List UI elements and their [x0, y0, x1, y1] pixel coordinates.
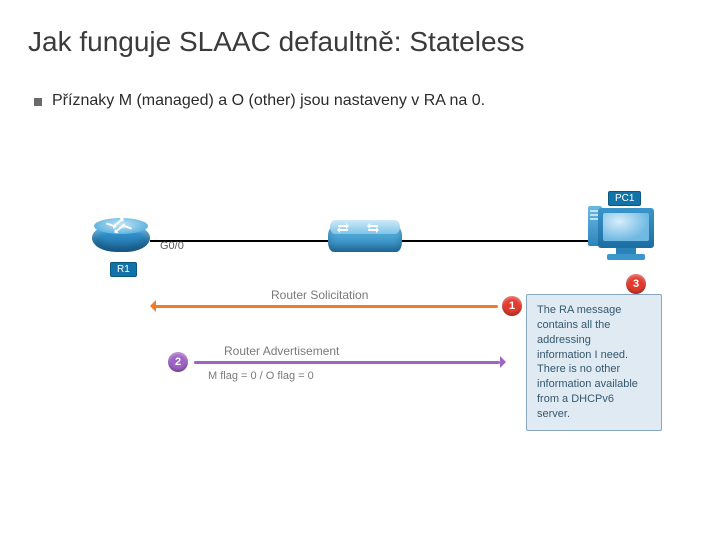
pc-label: PC1	[608, 191, 641, 206]
ra-label: Router Advertisement	[224, 344, 339, 358]
bullet-marker	[34, 98, 42, 106]
router-label: R1	[110, 262, 137, 277]
badge-2: 2	[168, 352, 188, 372]
router-port-label: G0/0	[160, 240, 184, 252]
badge-1: 1	[502, 296, 522, 316]
network-diagram: R1 G0/0 PC1 Router Solicitation 1 Router…	[60, 190, 640, 490]
badge-3: 3	[626, 274, 646, 294]
bullet-row: Příznaky M (managed) a O (other) jsou na…	[34, 92, 485, 110]
router-icon	[92, 218, 150, 258]
rs-label: Router Solicitation	[271, 288, 368, 302]
bullet-text: Příznaky M (managed) a O (other) jsou na…	[52, 92, 485, 110]
ra-sublabel: M flag = 0 / O flag = 0	[208, 370, 314, 382]
ra-callout: The RA messagecontains all theaddressing…	[526, 294, 662, 431]
slide-title: Jak funguje SLAAC defaultně: Stateless	[28, 26, 525, 58]
switch-icon	[328, 220, 402, 256]
pc-icon: PC1	[590, 188, 660, 260]
